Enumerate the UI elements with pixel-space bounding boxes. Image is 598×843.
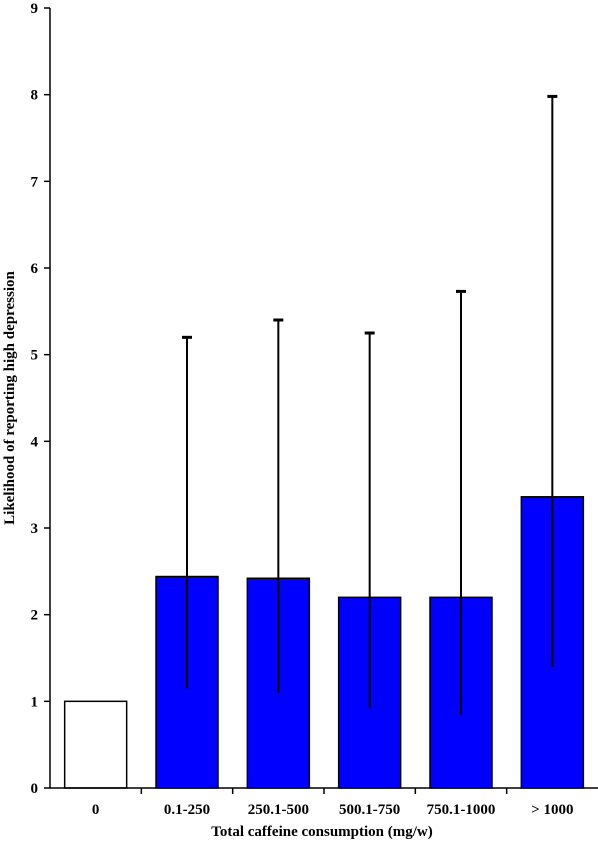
y-tick-label: 5 — [31, 348, 39, 364]
y-tick-label: 9 — [31, 1, 39, 17]
y-tick-label: 7 — [31, 174, 39, 190]
y-tick-label: 6 — [31, 261, 39, 277]
y-tick-label: 8 — [31, 88, 39, 104]
x-tick-label: 0.1-250 — [164, 802, 210, 818]
x-tick-label: 0 — [92, 802, 100, 818]
x-tick-label: > 1000 — [531, 802, 573, 818]
y-axis-title: Likelihood of reporting high depression — [2, 271, 18, 525]
y-ticks-layer: 0 1 2 3 4 5 6 7 8 9 — [31, 1, 50, 797]
x-tick-label: 750.1-1000 — [427, 802, 496, 818]
y-tick-label: 4 — [31, 434, 39, 450]
bars-layer — [63, 496, 585, 789]
y-tick-label: 3 — [31, 521, 39, 537]
y-tick-label: 1 — [31, 694, 39, 710]
bar — [63, 700, 128, 789]
axes-layer — [49, 8, 598, 789]
x-tick-label: 500.1-750 — [339, 802, 400, 818]
y-tick-label: 2 — [31, 608, 39, 624]
x-axis-title: Total caffeine consumption (mg/w) — [211, 824, 433, 840]
error-bars-layer — [182, 94, 558, 715]
x-tick-label: 250.1-500 — [248, 802, 309, 818]
y-tick-label: 0 — [31, 781, 39, 797]
x-ticks-layer: 0 0.1-250 250.1-500 500.1-750 750.1-1000 > 10… — [92, 788, 573, 818]
